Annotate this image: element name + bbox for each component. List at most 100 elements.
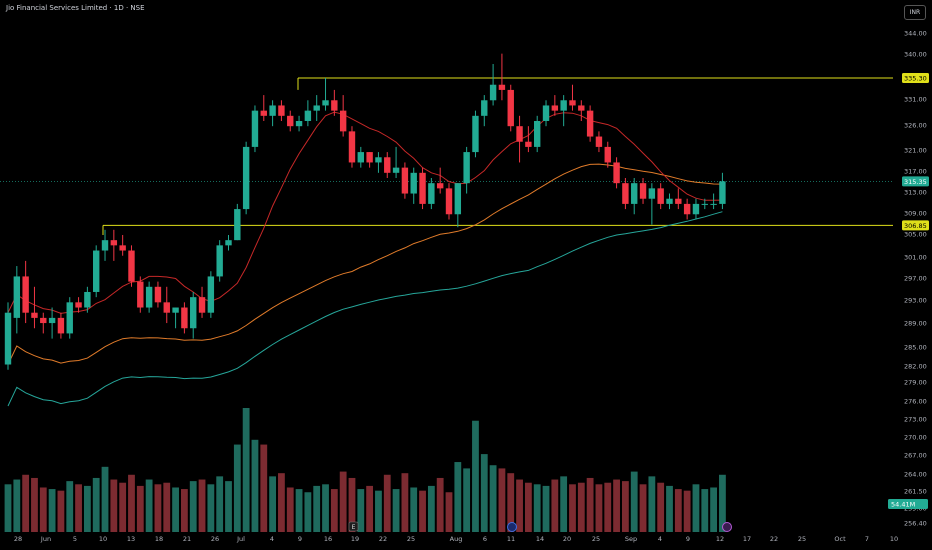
- candle-body: [119, 245, 126, 251]
- y-tick-label: 289.00: [904, 320, 927, 328]
- volume-bar: [295, 489, 303, 532]
- x-tick-label: 9: [686, 535, 690, 543]
- volume-bar: [666, 485, 673, 532]
- candle-body: [683, 203, 691, 215]
- volume-bar: [401, 473, 409, 532]
- volume-bar: [560, 476, 568, 532]
- candle-body: [260, 110, 267, 116]
- candle-body: [384, 157, 391, 173]
- candle-body: [128, 250, 135, 282]
- volume-bar: [366, 485, 374, 532]
- volume-bar: [172, 487, 179, 532]
- y-tick-label: 317.00: [904, 168, 927, 176]
- volume-bar: [348, 477, 356, 532]
- volume-bar: [260, 444, 268, 532]
- volume-bar: [225, 481, 232, 532]
- volume-bar: [595, 484, 603, 532]
- currency-button[interactable]: INR: [904, 5, 926, 20]
- volume-bar: [189, 481, 197, 532]
- candle-body: [278, 105, 285, 116]
- volume-bar: [75, 484, 82, 532]
- y-tick-label: 313.00: [904, 189, 927, 197]
- x-tick-label: 7: [865, 535, 869, 543]
- volume-bar: [216, 476, 224, 532]
- candle-body: [287, 115, 294, 127]
- volume-bar: [710, 487, 717, 532]
- candle-body: [692, 203, 700, 215]
- volume-bar: [83, 485, 91, 532]
- candle-body: [366, 152, 373, 163]
- volume-bar: [480, 454, 488, 532]
- volume-bar: [375, 490, 382, 532]
- volume-bar: [22, 474, 30, 532]
- y-tick-label: 305.00: [904, 231, 927, 239]
- volume-bar: [198, 479, 206, 532]
- volume-bar: [542, 485, 550, 532]
- volume-bar: [419, 490, 426, 532]
- x-tick-label: 9: [298, 535, 302, 543]
- volume-bar: [286, 487, 294, 532]
- x-tick-label: 16: [324, 535, 332, 543]
- volume-bar: [242, 408, 250, 532]
- candle-body: [251, 110, 259, 147]
- candle-body: [40, 317, 47, 324]
- lightning-marker-icon: [722, 522, 732, 532]
- x-tick-label: Oct: [834, 535, 846, 543]
- x-tick-label: 20: [563, 535, 571, 543]
- x-tick-label: 4: [270, 535, 274, 543]
- support-price-label: 306.85: [904, 222, 927, 230]
- volume-bar: [330, 489, 338, 532]
- candle-body: [225, 240, 232, 246]
- volume-bar: [13, 479, 21, 532]
- y-tick-label: 282.00: [904, 363, 927, 371]
- volume-bar: [278, 473, 285, 532]
- candle-body: [534, 121, 541, 147]
- ma-mid-line: [7, 163, 723, 365]
- candle-body: [31, 312, 38, 318]
- y-tick-label: 344.00: [904, 30, 927, 38]
- y-tick-label: 276.00: [904, 398, 927, 406]
- y-tick-label: 261.50: [904, 488, 927, 496]
- candle-body: [507, 89, 514, 127]
- x-tick-label: 17: [743, 535, 751, 543]
- x-tick-label: 10: [99, 535, 107, 543]
- candle-body: [472, 115, 479, 153]
- volume-bar: [674, 489, 682, 532]
- x-tick-label: 12: [716, 535, 724, 543]
- candle-body: [242, 146, 250, 210]
- ma-short-line: [7, 111, 723, 314]
- volume-bar: [233, 444, 241, 532]
- y-tick-label: 285.00: [904, 344, 927, 352]
- last-price-label: 315.35: [904, 178, 927, 186]
- x-tick-label: 22: [770, 535, 778, 543]
- x-tick-label: Sep: [625, 535, 637, 543]
- y-tick-label: 293.00: [904, 297, 927, 305]
- candle-body: [639, 183, 647, 199]
- candle-body: [101, 240, 109, 251]
- candle-body: [481, 100, 488, 116]
- volume-bar: [551, 479, 559, 532]
- candle-body: [216, 245, 223, 277]
- volume-bar: [181, 489, 188, 532]
- candle-body: [348, 131, 356, 163]
- candle-body: [613, 162, 620, 184]
- candle-body: [419, 172, 426, 204]
- volume-bar: [339, 471, 347, 532]
- candle-body: [66, 302, 73, 334]
- volume-bar: [701, 489, 709, 532]
- candle-body: [13, 276, 21, 318]
- x-tick-label: Jul: [236, 535, 245, 543]
- volume-bar: [101, 466, 109, 532]
- y-tick-label: 267.00: [904, 452, 927, 460]
- candle-body: [525, 141, 532, 147]
- candle-body: [375, 157, 382, 163]
- y-tick-label: 264.00: [904, 471, 927, 479]
- x-tick-label: 28: [14, 535, 22, 543]
- volume-bar: [648, 476, 656, 532]
- y-tick-label: 273.00: [904, 416, 927, 424]
- x-tick-label: 13: [127, 535, 135, 543]
- volume-bar: [31, 477, 38, 532]
- candle-body: [207, 276, 215, 313]
- last-price-tag: [902, 176, 929, 187]
